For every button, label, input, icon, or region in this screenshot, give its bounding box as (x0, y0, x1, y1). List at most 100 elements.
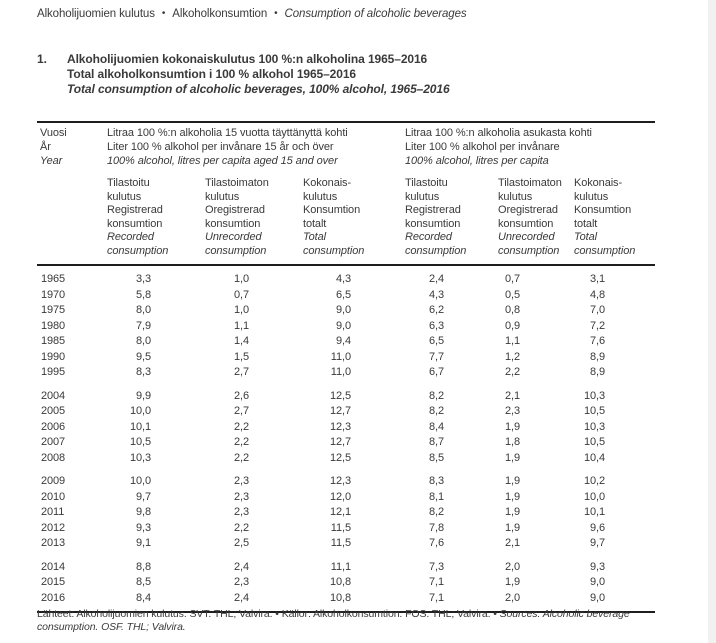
value-cell: 6,2 (429, 304, 444, 316)
column-header-line: kulutus (498, 190, 533, 203)
value-cell: 1,4 (234, 335, 249, 347)
year-cell: 2009 (41, 475, 66, 487)
table-row: 1985 8,0 1,4 9,4 6,5 1,1 7,6 (37, 334, 655, 350)
value-cell: 11,0 (330, 350, 351, 363)
column-header: Kokonais-kulutus Konsumtion totalt Total con… (574, 177, 655, 258)
value-cell: 9,0 (590, 591, 605, 604)
value-cell: 2,7 (234, 405, 249, 417)
group1-en: 100% alcohol, litres per capita aged 15 … (107, 155, 338, 167)
year-cell: 2016 (41, 591, 66, 604)
value-cell: 2,1 (505, 389, 520, 402)
table-row: 2009 10,0 2,3 12,3 8,3 1,9 10,2 (37, 474, 655, 490)
table-row: 2008 10,3 2,2 12,5 8,5 1,9 10,4 (37, 451, 655, 467)
value-cell: 8,7 (429, 436, 444, 448)
value-cell: 8,4 (136, 591, 151, 604)
year-cell: 2005 (41, 405, 66, 417)
column-header-line-en: Unrecorded (498, 231, 555, 243)
value-cell: 10,1 (129, 420, 151, 433)
value-cell: 8,9 (590, 350, 605, 363)
year-column-header: Vuosi År Year (40, 126, 67, 168)
value-cell: 12,0 (329, 490, 351, 503)
column-header-line: Kokonais- (574, 177, 623, 189)
group2-fi: Litraa 100 %:n alkoholia asukasta kohti (405, 127, 592, 139)
source-fi: Lähteet: Alkoholijuomien kulutus. SVT. T… (37, 608, 273, 620)
value-cell: 7,3 (429, 560, 444, 573)
value-cell: 4,8 (590, 288, 605, 301)
table-number: 1. (37, 52, 47, 66)
value-cell: 9,7 (590, 537, 605, 549)
source-line-1: Lähteet: Alkoholijuomien kulutus. SVT. T… (37, 608, 630, 621)
breadcrumb-fi: Alkoholijuomien kulutus (37, 8, 155, 20)
value-cell: 10,2 (583, 475, 605, 487)
column-header-line-en: Total (574, 231, 597, 243)
table-title: 1. Alkoholijuomien kokonaiskulutus 100 %… (37, 52, 450, 97)
column-header-line-en: consumption (205, 244, 267, 257)
value-cell: 12,7 (329, 436, 351, 448)
column-header-line: konsumtion (205, 217, 261, 230)
column-header-line: totalt (574, 217, 598, 230)
value-cell: 10,3 (129, 451, 151, 464)
column-header-line: konsumtion (498, 217, 554, 230)
value-cell: 1,0 (234, 304, 249, 316)
value-cell: 2,3 (234, 475, 249, 487)
value-cell: 10,1 (583, 506, 605, 518)
value-cell: 1,1 (505, 335, 520, 347)
value-cell: 6,5 (429, 335, 444, 347)
column-header-line: Registrerad (107, 204, 163, 216)
value-cell: 4,3 (429, 288, 444, 301)
year-cell: 1980 (41, 319, 66, 332)
breadcrumb-separator: • (274, 8, 278, 19)
value-cell: 1,1 (234, 319, 249, 332)
value-cell: 9,9 (136, 389, 151, 402)
title-sv: Total alkoholkonsumtion i 100 % alkohol … (67, 67, 356, 81)
value-cell: 10,5 (583, 436, 605, 448)
column-header-line: konsumtion (107, 217, 163, 230)
value-cell: 8,8 (136, 560, 151, 573)
value-cell: 9,0 (336, 304, 351, 316)
year-cell: 2011 (41, 506, 65, 518)
column-header-line-en: consumption (303, 244, 365, 257)
column-headers-row: Tilastoitu kulutus Registrerad konsumtion Re… (37, 177, 655, 264)
source-footer: Lähteet: Alkoholijuomien kulutus. SVT. T… (37, 608, 630, 634)
value-cell: 2,1 (505, 537, 520, 549)
column-header: Tilastoimaton kulutus Oregistrerad konsumti… (498, 177, 574, 258)
value-cell: 2,2 (234, 420, 249, 433)
column-header-line: kulutus (303, 190, 338, 203)
table-row: 2014 8,8 2,4 11,1 7,3 2,0 9,3 (37, 560, 655, 576)
column-header: Tilastoitu kulutus Registrerad konsumtion Re… (107, 177, 205, 258)
consumption-table: Vuosi År Year Litraa 100 %:n alkoholia 1… (37, 121, 655, 613)
value-cell: 7,2 (590, 319, 605, 332)
column-header-line: Kokonais- (303, 177, 352, 189)
value-cell: 9,5 (136, 350, 151, 363)
value-cell: 6,5 (336, 288, 351, 301)
year-cell: 2014 (41, 560, 66, 573)
column-header-line: Oregistrerad (498, 204, 558, 216)
group-header-per-capita: Litraa 100 %:n alkoholia asukasta kohti … (405, 126, 592, 168)
year-cell: 2015 (41, 576, 66, 588)
table-row: 2007 10,5 2,2 12,7 8,7 1,8 10,5 (37, 435, 655, 451)
source-line-2: consumption. OSF. THL; Valvira. (37, 621, 186, 633)
value-cell: 7,9 (136, 319, 151, 332)
year-cell: 1975 (41, 304, 66, 316)
source-en-part1: Sources: Alcoholic beverage (499, 608, 630, 620)
value-cell: 7,0 (590, 304, 605, 316)
column-header-line-en: Recorded (107, 231, 154, 243)
column-header-line-en: consumption (498, 244, 560, 257)
value-cell: 2,2 (234, 436, 249, 448)
table-row: 2011 9,8 2,3 12,1 8,2 1,9 10,1 (37, 505, 655, 521)
value-cell: 10,3 (583, 420, 605, 433)
value-cell: 10,8 (329, 591, 351, 604)
value-cell: 2,0 (505, 560, 520, 573)
value-cell: 1,9 (505, 506, 520, 518)
column-header-line: totalt (303, 217, 327, 230)
value-cell: 0,5 (505, 288, 520, 301)
table-row: 1980 7,9 1,1 9,0 6,3 0,9 7,2 (37, 319, 655, 335)
breadcrumb-sv: Alkoholkonsumtion (172, 8, 268, 20)
value-cell: 1,9 (505, 420, 520, 433)
year-cell: 1970 (41, 288, 66, 301)
table-row: 2004 9,9 2,6 12,5 8,2 2,1 10,3 (37, 389, 655, 405)
table-row: 1970 5,8 0,7 6,5 4,3 0,5 4,8 (37, 288, 655, 304)
value-cell: 4,3 (336, 273, 351, 285)
value-cell: 11,5 (330, 537, 351, 549)
value-cell: 1,0 (234, 273, 249, 285)
